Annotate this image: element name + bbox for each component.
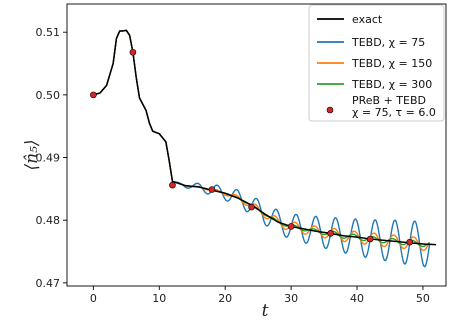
x-axis: 0 10 20 30 40 50 — [90, 286, 430, 305]
x-tick-label: 40 — [350, 292, 364, 305]
x-tick-label: 20 — [218, 292, 232, 305]
preb-point — [129, 48, 137, 56]
legend-box — [308, 4, 445, 122]
x-tick-label: 50 — [416, 292, 430, 305]
legend-swatch-preb — [326, 106, 334, 114]
y-tick-label: 0.47 — [36, 277, 61, 290]
legend-label-exact: exact — [352, 13, 383, 26]
legend-label-tebd-300: TEBD, χ = 300 — [351, 78, 432, 91]
exact-line — [93, 29, 437, 246]
legend-label-tebd-75: TEBD, χ = 75 — [351, 36, 425, 49]
preb-point — [287, 223, 295, 230]
plot-frame — [66, 3, 447, 287]
legend-label-preb: PReB + TEBD — [352, 94, 426, 107]
y-tick-label: 0.51 — [36, 26, 61, 39]
x-tick-label: 10 — [152, 292, 166, 305]
preb-point — [90, 91, 97, 99]
y-tick-label: 0.48 — [36, 214, 61, 227]
preb-point — [208, 186, 216, 193]
x-tick-label: 30 — [284, 292, 298, 305]
preb-point — [327, 230, 334, 237]
preb-point — [366, 235, 374, 243]
y-axis-label: ⟨n̂₅⟩ — [22, 139, 42, 170]
y-tick-label: 0.50 — [36, 89, 61, 102]
legend: exact TEBD, χ = 75 TEBD, χ = 150 TEBD, χ… — [308, 4, 445, 122]
x-axis-label: t — [262, 301, 269, 321]
preb-point — [248, 203, 255, 211]
preb-point — [169, 181, 176, 189]
y-tick-label: 0.49 — [36, 152, 61, 165]
legend-label-preb-params: χ = 75, τ = 6.0 — [352, 106, 436, 119]
preb-point — [406, 238, 414, 246]
x-tick-label: 0 — [90, 292, 97, 305]
legend-label-tebd-150: TEBD, χ = 150 — [351, 57, 432, 70]
y-axis: 0.47 0.48 0.49 0.50 0.51 — [36, 26, 67, 290]
plot-area — [66, 3, 447, 287]
